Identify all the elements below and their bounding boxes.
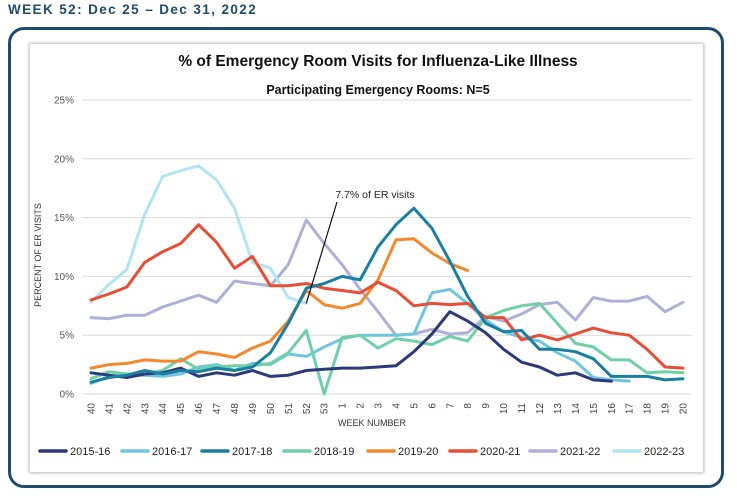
x-tick-label: 15	[589, 403, 600, 415]
x-tick-label: 20	[679, 403, 690, 415]
legend-label: 2020-21	[480, 446, 520, 458]
annotation-label: 7.7% of ER visits	[335, 189, 414, 201]
x-tick-label: 42	[122, 403, 133, 415]
x-tick-labels: 40 41 42 43 44 45 46 47 48 49 50 51 52 53 1 2 3 4 5 6 7 8 9 10 1…	[86, 403, 689, 415]
series-line-2021-22	[89, 218, 685, 337]
x-tick-label: 49	[248, 403, 259, 415]
x-tick-label: 12	[535, 403, 546, 415]
legend-label: 2019-20	[398, 446, 438, 458]
y-tick-label: 25%	[54, 96, 74, 107]
legend-label: 2021-22	[560, 446, 600, 458]
x-tick-label: 5	[409, 403, 420, 409]
series-line-2022-23	[89, 164, 308, 305]
legend-label: 2015-16	[70, 446, 110, 458]
legend-label: 2018-19	[314, 446, 354, 458]
series-line-2015-16	[89, 310, 613, 383]
x-tick-label: 3	[374, 403, 385, 409]
gridlines	[82, 99, 692, 395]
x-tick-label: 50	[266, 403, 277, 415]
x-tick-label: 45	[176, 403, 187, 415]
x-tick-label: 53	[320, 403, 331, 415]
y-tick-label: 20%	[54, 154, 74, 165]
chart-panel: % of Emergency Room Visits for Influenza…	[30, 44, 703, 472]
x-tick-label: 17	[625, 403, 636, 415]
annotation: 7.7% of ER visits	[305, 189, 415, 304]
series-line-2020-21	[89, 223, 685, 370]
x-tick-label: 43	[140, 403, 151, 415]
x-tick-label: 8	[463, 403, 474, 409]
x-tick-label: 16	[607, 403, 618, 415]
y-tick-labels: 0% 5% 10% 15% 20% 25%	[54, 96, 74, 401]
x-tick-label: 52	[302, 403, 313, 415]
series-line-2019-20	[89, 237, 470, 370]
annotation-leader-line	[305, 201, 338, 304]
y-tick-label: 15%	[54, 213, 74, 224]
x-axis-label: WEEK NUMBER	[338, 418, 407, 428]
x-tick-label: 44	[158, 403, 169, 415]
x-tick-label: 10	[499, 403, 510, 415]
x-tick-label: 9	[481, 403, 492, 409]
x-tick-label: 19	[661, 403, 672, 415]
y-axis-label: PERCENT OF ER VISITS	[33, 203, 43, 307]
y-tick-label: 10%	[54, 272, 74, 283]
legend-label: 2016-17	[152, 446, 192, 458]
chart-title: % of Emergency Room Visits for Influenza…	[178, 53, 577, 70]
ili-line-chart: % of Emergency Room Visits for Influenza…	[33, 53, 692, 458]
x-tick-label: 2	[356, 403, 367, 409]
x-tick-label: 40	[86, 403, 97, 415]
legend-label: 2017-18	[232, 446, 272, 458]
series-line-2017-18	[89, 206, 685, 384]
x-tick-label: 14	[571, 403, 582, 415]
x-tick-label: 6	[427, 403, 438, 409]
legend: 2015-16 2016-17 2017-18 2018-19 2019-20 2020-…	[38, 446, 684, 458]
legend-label: 2022-23	[644, 446, 684, 458]
week-header: WEEK 52: Dec 25 – Dec 31, 2022	[8, 2, 258, 17]
x-tick-label: 1	[338, 403, 349, 409]
x-tick-label: 46	[194, 403, 205, 415]
series-lines	[89, 164, 685, 396]
y-tick-label: 5%	[60, 331, 75, 342]
series-line-2018-19	[89, 301, 685, 396]
y-tick-label: 0%	[60, 390, 75, 401]
x-tick-label: 4	[391, 403, 402, 409]
x-tick-label: 41	[104, 403, 115, 415]
x-tick-label: 7	[445, 403, 456, 409]
x-tick-label: 48	[230, 403, 241, 415]
chart-subtitle: Participating Emergency Rooms: N=5	[266, 83, 489, 97]
x-tick-label: 11	[517, 403, 528, 414]
x-tick-label: 47	[212, 403, 223, 415]
x-tick-label: 13	[553, 403, 564, 415]
x-tick-label: 18	[643, 403, 654, 415]
x-tick-label: 51	[284, 403, 295, 415]
